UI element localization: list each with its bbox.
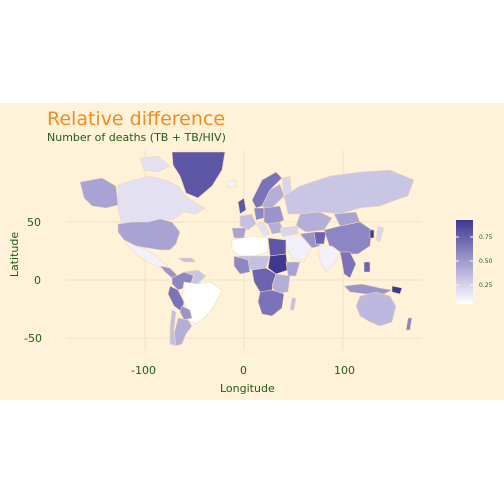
x-axis-title: Longitude — [220, 382, 275, 395]
chart-subtitle: Number of deaths (TB + TB/HIV) — [47, 131, 226, 144]
x-tick-label: -100 — [131, 364, 156, 377]
legend-colorbar — [456, 220, 473, 304]
country-bolivia — [179, 305, 193, 321]
chart-title: Relative difference — [47, 108, 226, 130]
country-turkey — [279, 225, 299, 237]
country-germany — [253, 207, 265, 221]
country-philippines — [363, 261, 371, 273]
country-iceland — [225, 179, 237, 189]
legend-tick-label: 0.25 — [479, 282, 493, 289]
x-tick-label: 100 — [334, 364, 355, 377]
country-russia — [283, 169, 415, 215]
legend-tick-label: 0.50 — [479, 258, 493, 265]
country-caribbean — [177, 257, 197, 263]
country-north-africa — [231, 235, 269, 257]
country-west-africa — [233, 255, 251, 275]
country-india — [317, 245, 341, 273]
country-spain — [231, 227, 247, 239]
country-argentina — [173, 317, 193, 347]
y-tick-label: 50 — [27, 216, 41, 229]
x-tick-label: 0 — [240, 364, 247, 377]
country-libya-egypt — [267, 237, 287, 257]
country-korea — [369, 229, 375, 239]
country-france — [239, 213, 257, 231]
country-sudan — [267, 253, 289, 275]
country-madagascar — [289, 297, 297, 311]
country-canada-islands — [139, 155, 171, 173]
country-kazakhstan — [295, 211, 333, 233]
country-ethiopia — [285, 261, 301, 277]
country-usa — [117, 218, 181, 251]
country-chile — [169, 309, 177, 347]
legend-tick-marks — [456, 236, 473, 286]
country-alaska — [79, 177, 119, 209]
country-indonesia — [343, 283, 393, 295]
y-axis-title: Latitude — [8, 231, 22, 278]
y-tick-label: 0 — [34, 274, 41, 287]
country-italy — [255, 221, 271, 237]
countries — [79, 151, 415, 347]
country-southern-africa — [257, 289, 285, 317]
legend-tick-label: 0.75 — [479, 234, 493, 241]
country-norway — [251, 171, 283, 209]
country-central-africa — [251, 267, 277, 293]
country-japan — [375, 225, 385, 243]
y-tick-label: -50 — [24, 332, 42, 345]
country-png — [391, 285, 403, 295]
country-afghanistan — [313, 231, 327, 245]
country-brazil — [181, 281, 223, 325]
country-australia — [355, 291, 397, 327]
country-se-asia — [339, 251, 357, 279]
country-east-africa — [271, 273, 291, 295]
country-uk — [237, 197, 247, 215]
country-new-zealand — [405, 317, 413, 331]
country-greenland — [171, 151, 226, 199]
